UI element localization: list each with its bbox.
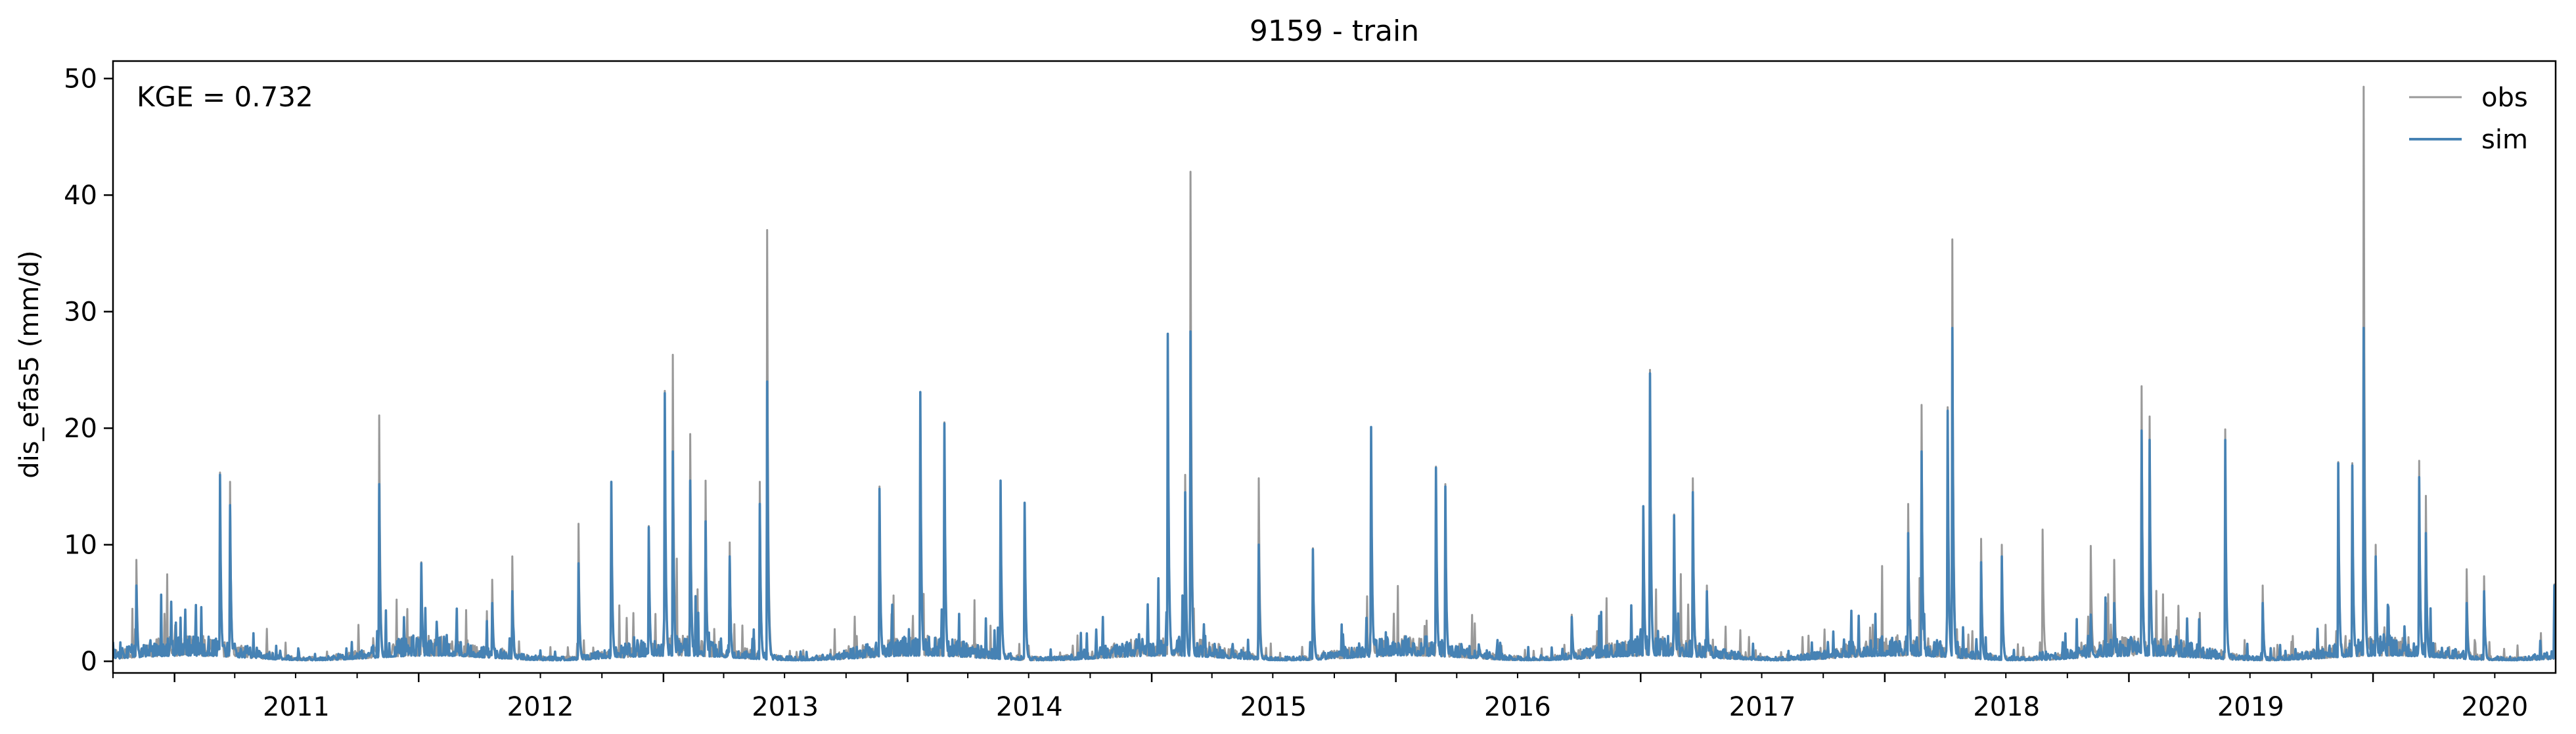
y-tick-label-20: 20 [64,414,97,444]
x-tick-label-2020: 2020 [2461,692,2528,722]
kge-annotation: KGE = 0.732 [137,81,313,113]
x-tick-label-2019: 2019 [2217,692,2284,722]
y-axis-label: dis_efas5 (mm/d) [14,250,45,479]
y-tick-label-0: 0 [81,647,97,677]
series-sim-line [113,326,2556,662]
legend-label-obs: obs [2481,83,2528,113]
y-tick-label-40: 40 [64,181,97,211]
x-tick-label-2018: 2018 [1973,692,2040,722]
x-tick-label-2015: 2015 [1240,692,1307,722]
y-tick-label-10: 10 [64,530,97,561]
x-tick-label-2014: 2014 [996,692,1063,722]
series-layer [113,85,2556,662]
y-tick-label-50: 50 [64,64,97,95]
x-tick-label-2011: 2011 [263,692,330,722]
x-tick-label-2016: 2016 [1484,692,1551,722]
y-tick-label-30: 30 [64,297,97,328]
x-tick-label-2012: 2012 [507,692,574,722]
x-tick-label-2013: 2013 [752,692,819,722]
legend-label-sim: sim [2481,125,2528,155]
chart-title: 9159 - train [1250,14,1419,48]
x-tick-label-2017: 2017 [1729,692,1796,722]
x-axis: 2011 2012 2013 2014 2015 2016 2017 2018 2019 2020 [112,673,2528,722]
legend: obs sim [2409,83,2528,155]
y-axis: 0 10 20 30 40 50 [64,64,113,677]
plot-frame [112,60,2557,674]
